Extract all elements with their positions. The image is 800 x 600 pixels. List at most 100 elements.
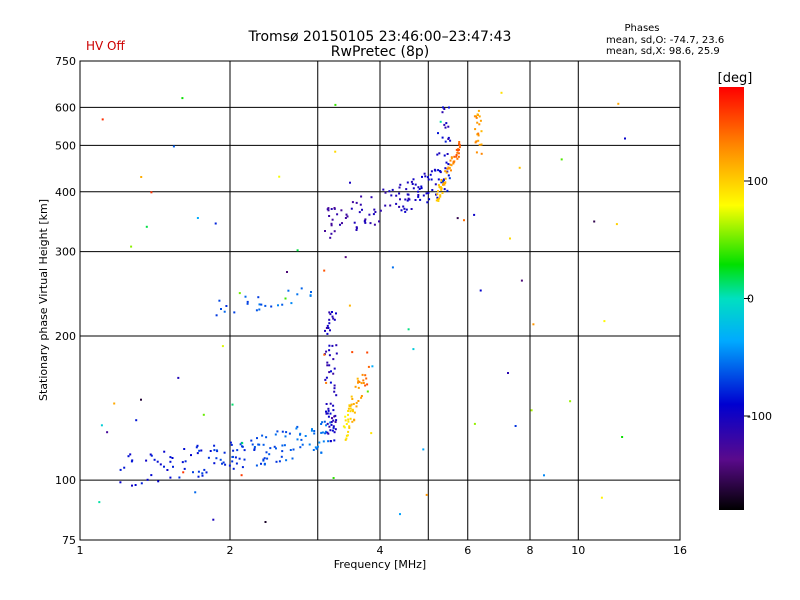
data-point [274,433,277,436]
data-point [422,448,425,451]
data-point [327,209,330,212]
data-point [509,237,511,240]
data-point [480,152,483,155]
data-point [447,163,450,166]
data-point [299,433,301,436]
data-point [329,329,331,332]
y-tick-label: 500 [55,139,76,152]
data-point [355,401,358,404]
data-point [201,474,204,477]
data-point [268,453,271,456]
data-point [172,465,174,468]
data-point [159,463,162,466]
data-point [284,297,287,300]
data-point [444,126,447,129]
data-point [449,139,452,142]
data-point [344,256,347,259]
data-point [330,421,333,423]
data-point [119,481,122,484]
data-point [444,182,447,184]
data-point [311,428,313,431]
data-point [196,452,199,455]
data-point [371,365,374,368]
data-point [412,187,415,190]
data-point [332,404,335,407]
data-point [399,183,402,186]
data-point [446,153,449,155]
data-point [262,443,265,446]
data-point [270,305,273,308]
data-point [330,370,332,373]
data-point [477,109,480,112]
data-point [363,220,366,223]
data-point [331,315,334,318]
data-point [438,197,441,200]
data-point [213,444,216,447]
data-point [183,448,186,450]
data-point [150,454,153,457]
data-point [145,459,148,462]
data-point [335,352,338,355]
data-point [243,458,246,461]
data-point [475,116,478,119]
data-point [140,398,142,401]
data-point [281,303,284,306]
x-tick-label: 6 [464,544,471,557]
data-point [169,476,172,479]
data-point [265,436,268,439]
data-point [275,460,278,463]
data-point [296,438,299,441]
data-point [140,482,143,485]
data-point [455,154,458,156]
data-point [427,178,430,181]
data-point [349,181,351,184]
data-point [350,403,353,406]
data-point [382,188,385,191]
data-point [324,329,326,332]
data-point [300,438,303,441]
data-point [437,178,440,181]
data-point [328,364,331,367]
data-point [398,205,401,208]
data-point [518,166,521,169]
data-point [260,462,262,465]
data-point [327,409,330,412]
data-point [352,403,355,405]
data-point [357,381,359,384]
data-point [384,204,387,207]
data-point [437,200,440,202]
data-point [364,221,367,224]
data-point [346,215,349,218]
data-point [360,195,363,198]
data-point [258,303,261,306]
data-point [329,381,332,384]
data-point [263,457,266,460]
data-point [333,431,336,434]
data-point [215,314,218,317]
data-point [232,467,235,470]
data-point [335,419,338,422]
data-point [480,130,483,133]
data-point [391,266,394,269]
data-point [439,171,442,174]
data-point [324,230,326,232]
y-tick-label: 100 [55,474,76,487]
data-point [350,207,353,210]
data-point [452,162,455,165]
colorbar-tick-label: 100 [747,175,768,188]
data-point [336,213,339,216]
data-point [364,374,367,377]
data-point [351,398,354,400]
data-point [332,419,335,422]
data-point [348,304,351,307]
data-point [334,428,337,431]
data-point [437,184,440,187]
data-point [181,97,184,100]
data-point [436,196,439,199]
data-point [106,431,109,434]
data-point [456,217,459,220]
data-point [181,461,184,464]
x-tick-label: 16 [673,544,687,557]
data-point [326,361,329,364]
